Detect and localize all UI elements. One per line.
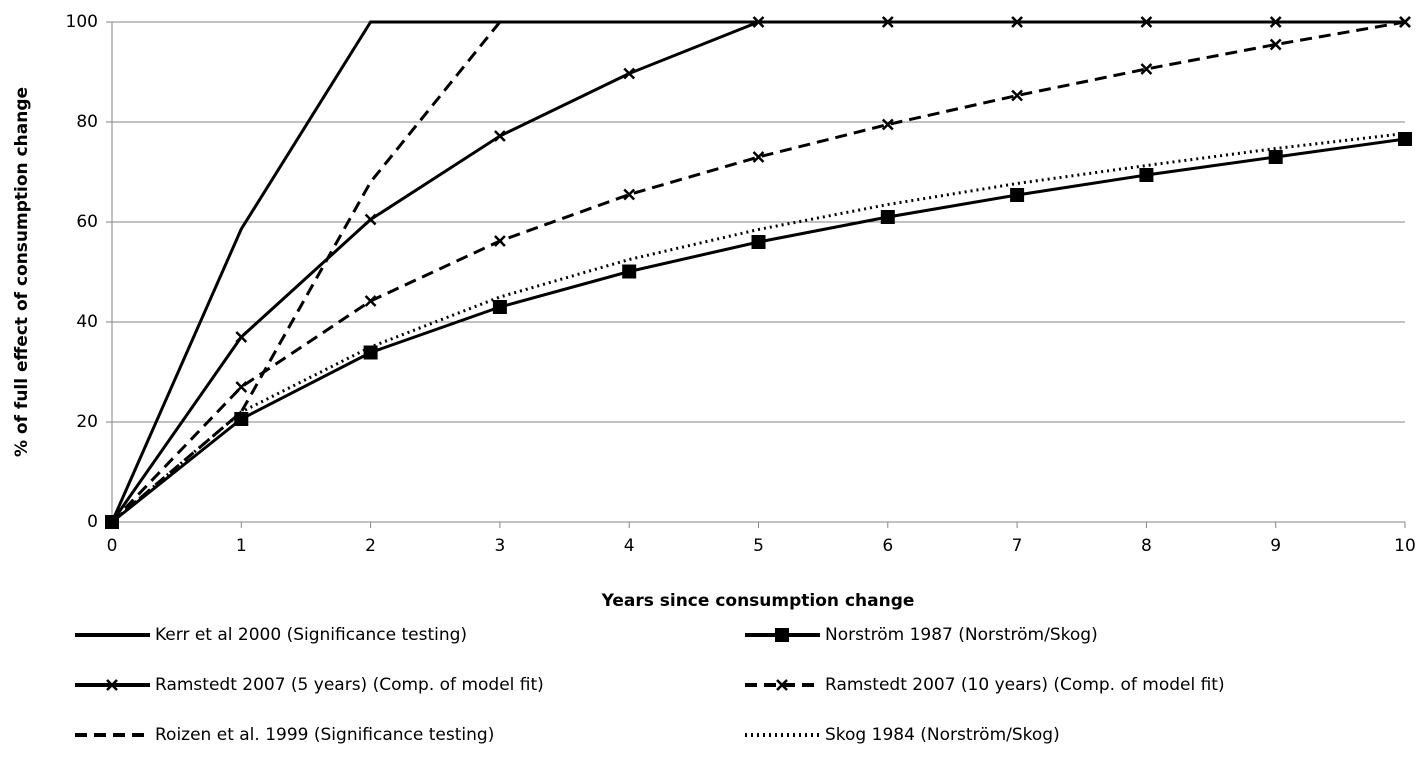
series-line bbox=[111, 137, 1406, 524]
marker bbox=[751, 235, 766, 249]
y-tick-label: 0 bbox=[87, 512, 98, 532]
marker bbox=[364, 213, 377, 226]
marker bbox=[776, 679, 788, 691]
marker bbox=[1140, 63, 1153, 75]
marker bbox=[494, 235, 506, 247]
marker bbox=[1010, 188, 1025, 202]
marker bbox=[1269, 38, 1282, 51]
legend-label: Skog 1984 (Norström/Skog) bbox=[825, 725, 1060, 745]
legend-label: Roizen et al. 1999 (Significance testing… bbox=[155, 725, 494, 745]
x-tick-label: 9 bbox=[1270, 536, 1281, 556]
y-axis-title: % of full effect of consumption change bbox=[12, 87, 32, 457]
series-line bbox=[111, 132, 1406, 524]
marker bbox=[622, 264, 637, 279]
y-tick-label: 60 bbox=[76, 212, 98, 232]
marker bbox=[1140, 16, 1153, 28]
x-tick-label: 7 bbox=[1012, 536, 1023, 556]
marker bbox=[623, 67, 636, 80]
marker bbox=[623, 188, 636, 201]
x-tick-label: 3 bbox=[494, 536, 505, 556]
marker bbox=[363, 345, 378, 360]
marker bbox=[775, 628, 789, 642]
marker bbox=[752, 151, 765, 163]
y-tick-label: 40 bbox=[76, 312, 98, 332]
marker bbox=[106, 679, 118, 691]
marker bbox=[881, 118, 894, 131]
marker bbox=[234, 412, 249, 426]
marker bbox=[492, 300, 507, 314]
marker bbox=[235, 381, 248, 393]
x-tick-label: 2 bbox=[365, 536, 376, 556]
marker bbox=[880, 210, 895, 224]
x-tick-label: 8 bbox=[1141, 536, 1152, 556]
marker bbox=[1011, 16, 1023, 28]
legend-label: Ramstedt 2007 (10 years) (Comp. of model… bbox=[825, 675, 1225, 695]
y-tick-label: 80 bbox=[76, 112, 98, 132]
marker bbox=[364, 295, 377, 307]
x-tick-label: 1 bbox=[236, 536, 247, 556]
marker bbox=[1398, 132, 1412, 146]
legend-label: Ramstedt 2007 (5 years) (Comp. of model … bbox=[155, 675, 544, 695]
x-tick-label: 4 bbox=[624, 536, 635, 556]
y-tick-label: 20 bbox=[76, 412, 98, 432]
series-line bbox=[110, 20, 1405, 523]
x-tick-label: 6 bbox=[882, 536, 893, 556]
x-tick-label: 5 bbox=[753, 536, 764, 556]
x-tick-label: 0 bbox=[107, 536, 118, 556]
marker bbox=[1011, 89, 1023, 102]
legend-label: Norström 1987 (Norström/Skog) bbox=[825, 625, 1098, 645]
marker bbox=[1139, 168, 1154, 182]
marker bbox=[235, 331, 248, 343]
x-tick-label: 10 bbox=[1394, 536, 1416, 556]
legend-label: Kerr et al 2000 (Significance testing) bbox=[155, 625, 467, 645]
series-line bbox=[111, 20, 1405, 524]
series-line bbox=[110, 20, 1405, 523]
y-tick-label: 100 bbox=[66, 12, 98, 32]
marker bbox=[494, 130, 506, 142]
series-line bbox=[110, 20, 1406, 524]
marker bbox=[1268, 150, 1283, 164]
x-axis-title: Years since consumption change bbox=[601, 591, 915, 611]
